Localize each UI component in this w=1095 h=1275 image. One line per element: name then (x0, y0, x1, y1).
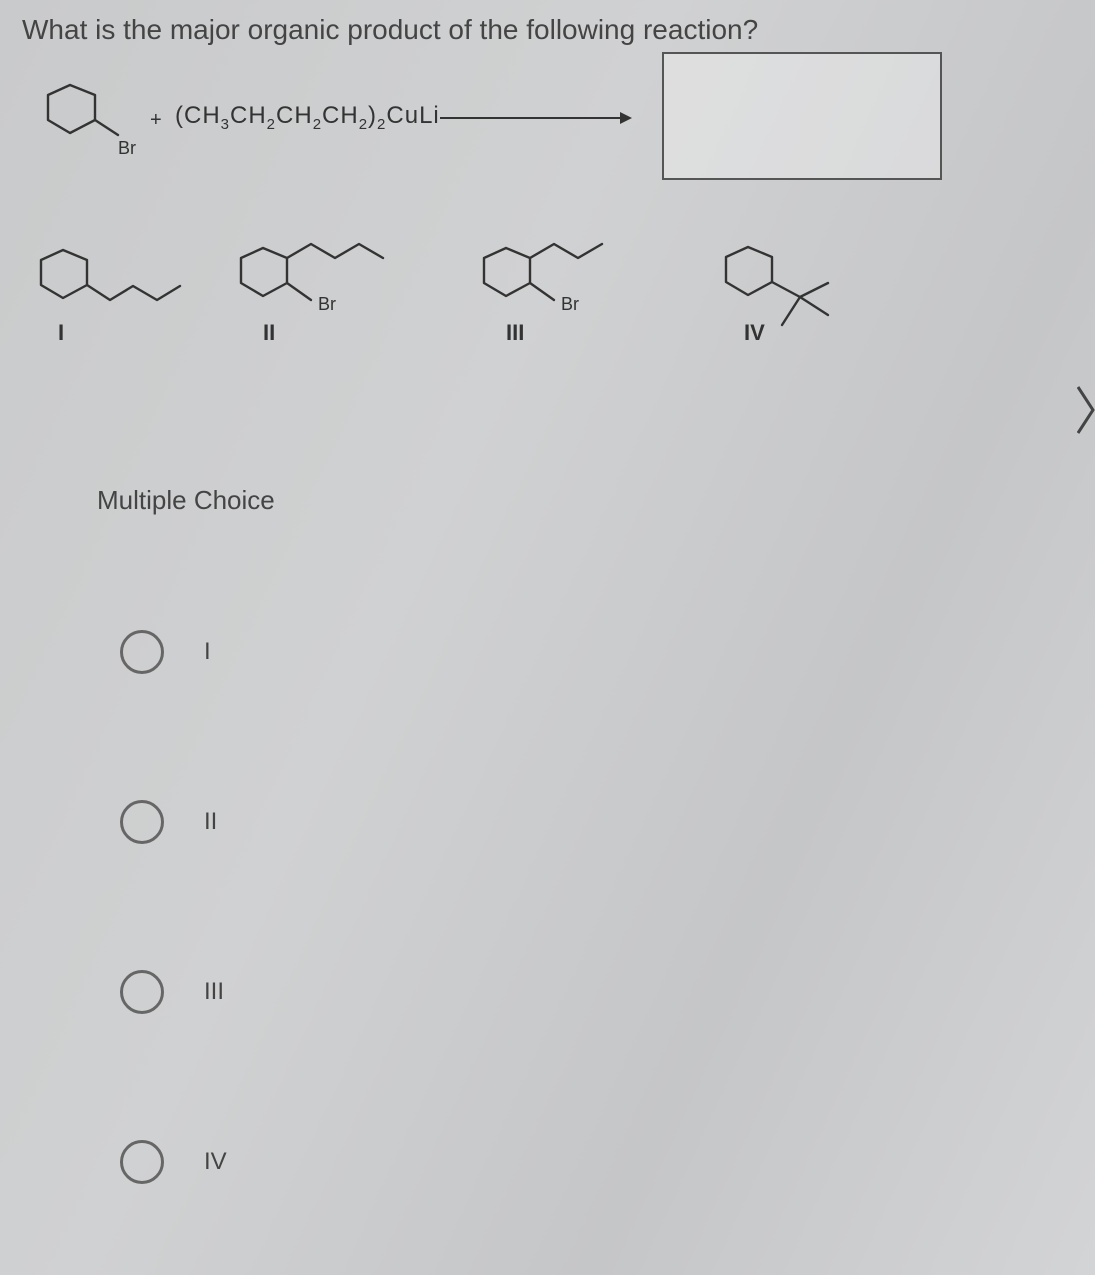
reaction-arrow (440, 117, 630, 119)
option-iv-label: IV (744, 320, 765, 346)
option-i-structure (35, 240, 205, 330)
choice-row-iii[interactable]: III (120, 970, 224, 1014)
choice-row-i[interactable]: I (120, 630, 211, 674)
choice-row-iv[interactable]: IV (120, 1140, 227, 1184)
radio-icon[interactable] (120, 1140, 164, 1184)
option-ii-br-label: Br (318, 294, 336, 315)
product-box (662, 52, 942, 180)
option-iii-label: III (506, 320, 524, 346)
choice-row-ii[interactable]: II (120, 800, 217, 844)
choice-label: IV (204, 1148, 227, 1176)
radio-icon[interactable] (120, 970, 164, 1014)
question-text: What is the major organic product of the… (22, 14, 758, 46)
reactant-br-label: Br (118, 138, 136, 159)
choice-label: III (204, 978, 224, 1006)
multiple-choice-heading: Multiple Choice (97, 485, 275, 516)
plus-sign: + (150, 109, 162, 132)
option-i-label: I (58, 320, 64, 346)
choice-label: I (204, 638, 211, 666)
option-iii-br-label: Br (561, 294, 579, 315)
option-ii-label: II (263, 320, 275, 346)
radio-icon[interactable] (120, 630, 164, 674)
next-page-icon[interactable] (1077, 385, 1095, 435)
reagent-text: (CH3CH2CH2CH2)2CuLi (175, 102, 440, 133)
radio-icon[interactable] (120, 800, 164, 844)
choice-label: II (204, 808, 217, 836)
